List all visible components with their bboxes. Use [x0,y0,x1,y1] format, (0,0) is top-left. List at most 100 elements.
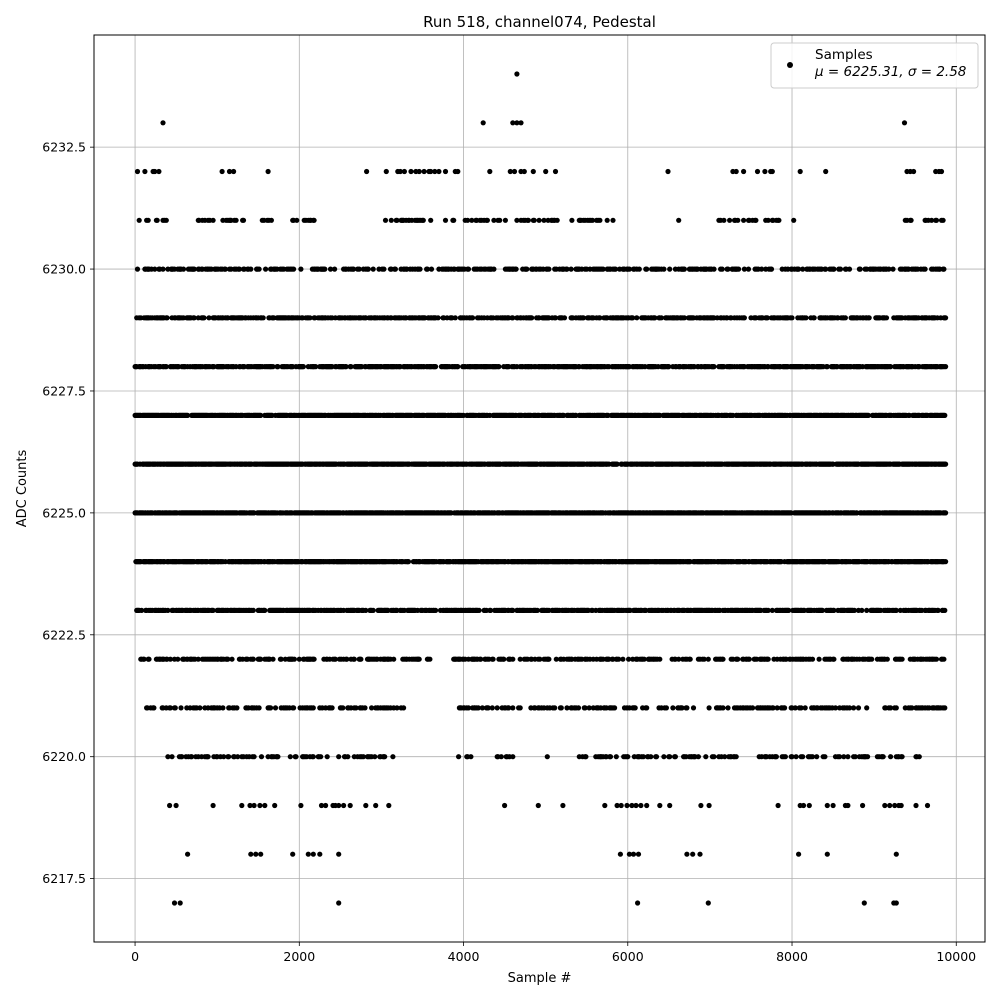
sample-point [386,802,392,809]
sample-point [253,851,259,857]
sample-point [220,705,226,711]
sample-point [494,705,500,711]
sample-point [624,802,630,809]
sample-point [501,656,507,662]
sample-point [517,705,523,711]
sample-point [882,802,888,809]
sample-point [893,607,899,614]
sample-point [661,754,667,760]
sample-point [347,802,353,809]
sample-point [583,754,589,760]
sample-point [924,802,931,809]
sample-point [720,705,726,711]
sample-point [510,705,516,711]
sample-point [750,705,756,711]
sample-point [293,754,299,760]
sample-point [353,705,359,711]
sample-point [391,656,397,662]
sample-point [336,802,342,809]
sample-point [332,656,338,662]
sample-point [916,754,922,760]
sample-point [165,754,171,760]
sample-point [935,607,941,614]
sample-point [553,656,559,662]
sample-point [169,754,175,760]
sample-point [690,705,697,711]
sample-point [221,754,227,760]
sample-point [318,802,325,809]
sample-point [943,461,949,467]
sample-point [298,802,304,809]
sample-point [175,656,181,662]
sample-point [800,754,806,760]
sample-point [506,705,512,711]
sample-point [345,754,351,760]
sample-point [476,607,482,614]
sample-point [360,754,366,760]
sample-point [250,607,256,614]
sample-point [373,802,379,809]
sample-point [859,607,865,614]
sample-point [735,656,741,662]
sample-point [290,851,296,857]
sample-point [644,705,650,711]
sample-point [893,705,899,711]
sample-point [324,754,330,760]
sample-point [869,656,875,662]
sample-point [173,802,179,809]
sample-point [909,705,915,711]
sample-point [475,705,481,711]
sample-point [703,754,709,760]
sample-point [317,851,323,857]
sample-point [880,754,886,760]
sample-point [517,656,523,662]
sample-point [806,802,812,809]
sample-point [165,607,171,614]
sample-point [687,656,693,662]
sample-point [479,705,485,711]
sample-point [234,705,240,711]
sample-point [898,802,904,809]
sample-point [809,754,816,760]
sample-point [370,607,376,614]
sample-point [268,705,274,711]
sample-point [305,851,311,857]
sample-point [625,754,631,760]
sample-point [786,607,792,614]
sample-point [564,705,570,711]
sample-point [942,412,948,418]
sample-point [310,754,316,760]
sample-point [300,364,306,370]
sample-point [262,607,268,614]
sample-point [667,802,673,809]
sample-point [177,900,183,906]
sample-point [846,705,853,711]
sample-point [614,802,620,809]
sample-point [672,754,679,760]
sample-point [782,754,789,760]
sample-point [582,705,588,711]
sample-point [558,705,564,711]
sample-point [139,607,145,614]
sample-point [141,656,147,662]
sample-point [546,656,552,662]
sample-point [775,802,781,809]
sample-point [329,705,335,711]
sample-point [178,705,184,711]
sample-point [841,754,847,760]
sample-point [831,656,837,662]
sample-point [773,754,780,760]
sample-point [311,656,317,662]
sample-point [468,754,474,760]
sample-point [943,510,949,516]
sample-point [705,656,711,662]
sample-point [635,900,641,906]
sample-point [167,705,173,711]
sample-point [725,705,731,711]
sample-point [496,364,502,370]
sample-point [195,656,201,662]
sample-point [336,900,342,906]
sample-point [167,656,173,662]
sample-point [697,851,703,857]
sample-point [861,900,867,906]
